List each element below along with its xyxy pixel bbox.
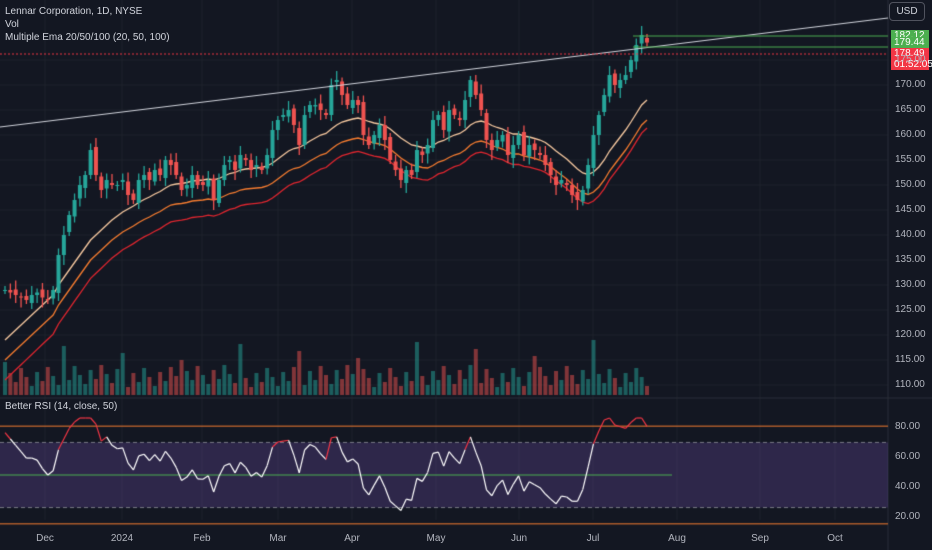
price-tick: 175.00 [895,54,926,65]
price-tag-level: 179.44 [891,37,929,48]
time-tick: Aug [668,533,686,544]
price-tick: 165.00 [895,104,926,115]
price-tick: 130.00 [895,279,926,290]
rsi-tick-80: 80.00 [895,421,921,432]
symbol-title: Lennar Corporation, 1D, NYSE [5,6,143,17]
time-tick: Oct [827,533,843,544]
time-tick: Feb [193,533,211,544]
price-tick: 150.00 [895,179,926,190]
time-tick: Jun [510,533,528,544]
price-tick: 115.00 [895,354,925,365]
price-tick: 120.00 [895,329,926,340]
price-tick: 125.00 [895,304,926,315]
price-tag-countdown: 01:52:05 [891,59,932,70]
ema-legend: Multiple Ema 20/50/100 (20, 50, 100) [5,32,170,43]
rsi-tick-60: 60.00 [895,451,921,462]
price-tick: 140.00 [895,229,926,240]
time-tick: Jul [586,533,600,544]
price-tick: 135.00 [895,254,926,265]
time-tick: Mar [269,533,287,544]
price-tick: 170.00 [895,79,926,90]
time-tick: Sep [751,533,769,544]
price-tag-last: 178.49 [891,48,929,59]
price-tick: 145.00 [895,204,926,215]
time-tick: Apr [344,533,360,544]
time-tick: 2024 [110,533,134,544]
time-tick: Dec [36,533,54,544]
price-tick: 155.00 [895,154,926,165]
currency-button[interactable]: USD [889,2,925,21]
rsi-tick-20: 20.00 [895,511,921,522]
volume-legend: Vol [5,19,19,30]
price-tick: 160.00 [895,129,926,140]
rsi-legend: Better RSI (14, close, 50) [5,401,118,412]
time-tick: May [426,533,446,544]
rsi-tick-40: 40.00 [895,481,921,492]
price-tick: 110.00 [895,379,925,390]
